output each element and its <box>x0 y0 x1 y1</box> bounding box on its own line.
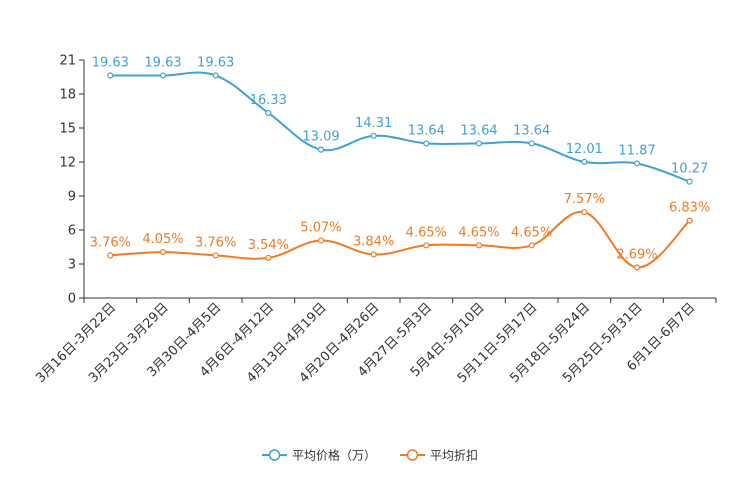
legend-marker <box>268 449 281 461</box>
y-tick-label: 3 <box>68 258 76 273</box>
data-point[interactable] <box>475 242 483 249</box>
y-axis: 0 3 6 9 12 15 18 21 <box>59 54 85 307</box>
data-point[interactable] <box>686 217 693 224</box>
series-0: 19.63 19.63 19.63 16.33 13.09 14.31 13.64 13.64… <box>92 56 708 185</box>
data-label: 11.87 <box>618 143 655 158</box>
legend-label: 平均价格（万） <box>292 448 376 463</box>
data-label: 13.64 <box>513 123 550 138</box>
data-point[interactable] <box>265 254 272 261</box>
data-label: 2.69% <box>616 248 657 263</box>
legend[interactable]: 平均价格（万） 平均折扣 <box>262 448 478 463</box>
data-point[interactable] <box>107 252 114 259</box>
data-label: 4.65% <box>406 225 447 240</box>
data-point[interactable] <box>212 252 219 259</box>
legend-marker <box>406 449 419 461</box>
data-point[interactable] <box>581 158 588 165</box>
data-label: 7.57% <box>564 192 605 207</box>
data-label: 13.64 <box>460 123 497 138</box>
y-tick-label: 12 <box>59 156 76 171</box>
y-tick-label: 21 <box>59 54 76 69</box>
data-label: 4.65% <box>511 225 552 240</box>
data-point[interactable] <box>317 237 325 244</box>
data-point[interactable] <box>159 249 167 256</box>
data-label: 5.07% <box>300 221 341 236</box>
data-point[interactable] <box>159 72 167 79</box>
x-axis: 3月16日-3月22日3月23日-3月29日3月30日-4月5日4月6日-4月1… <box>33 297 717 386</box>
legend-label: 平均折扣 <box>430 448 478 463</box>
legend-item-0[interactable]: 平均价格（万） <box>262 448 376 463</box>
data-label: 19.63 <box>144 56 181 71</box>
data-point[interactable] <box>212 72 219 79</box>
data-point[interactable] <box>581 209 588 216</box>
data-point[interactable] <box>475 140 483 147</box>
data-point[interactable] <box>686 178 693 185</box>
data-label: 19.63 <box>197 56 234 71</box>
data-label: 16.33 <box>250 93 287 108</box>
data-label: 19.63 <box>92 56 129 71</box>
legend-item-1[interactable]: 平均折扣 <box>400 448 478 463</box>
y-tick-label: 9 <box>68 190 76 205</box>
data-label: 6.83% <box>669 201 710 216</box>
data-label: 3.84% <box>353 234 394 249</box>
data-label: 13.64 <box>408 123 445 138</box>
data-point[interactable] <box>528 242 535 249</box>
y-tick-label: 0 <box>68 292 76 307</box>
data-label: 12.01 <box>566 142 603 157</box>
y-tick-label: 18 <box>59 88 76 103</box>
data-label: 14.31 <box>355 116 392 131</box>
data-point[interactable] <box>370 251 377 258</box>
series-layer: 19.63 19.63 19.63 16.33 13.09 14.31 13.64 13.64… <box>90 56 710 271</box>
data-point[interactable] <box>107 72 114 79</box>
y-tick-label: 15 <box>59 122 76 137</box>
data-point[interactable] <box>528 140 535 147</box>
y-tick-label: 6 <box>68 224 76 239</box>
series-line <box>110 71 690 183</box>
data-label: 13.09 <box>302 130 339 145</box>
data-point[interactable] <box>423 242 430 249</box>
data-point[interactable] <box>265 109 272 117</box>
data-label: 10.27 <box>671 162 708 177</box>
data-point[interactable] <box>633 264 641 271</box>
data-point[interactable] <box>423 140 430 147</box>
data-point[interactable] <box>370 132 377 139</box>
data-label: 3.54% <box>248 238 289 253</box>
data-label: 3.76% <box>195 235 236 250</box>
data-point[interactable] <box>633 160 641 167</box>
series-1: 3.76% 4.05% 3.76% 3.54% 5.07% 3.84% 4.65% 4.65%… <box>90 192 710 271</box>
data-label: 3.76% <box>90 235 131 250</box>
data-label: 4.65% <box>458 225 499 240</box>
data-label: 4.05% <box>142 232 183 247</box>
data-point[interactable] <box>317 146 325 153</box>
